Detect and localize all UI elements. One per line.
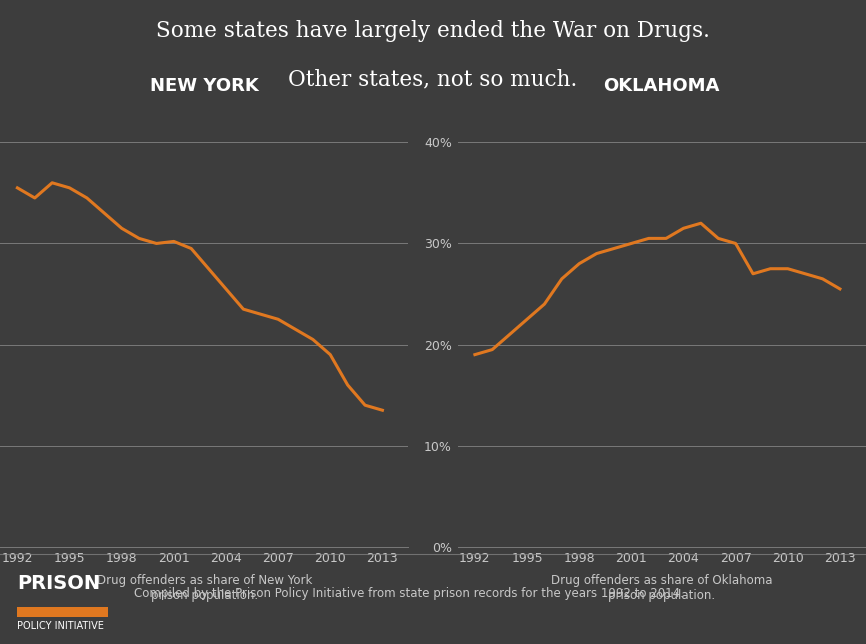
Text: PRISON: PRISON (17, 574, 100, 593)
Text: Other states, not so much.: Other states, not so much. (288, 68, 578, 91)
X-axis label: Drug offenders as share of New York
prison population.: Drug offenders as share of New York pris… (96, 574, 312, 601)
Text: Compiled by the Prison Policy Initiative from state prison records for the years: Compiled by the Prison Policy Initiative… (134, 587, 684, 600)
X-axis label: Drug offenders as share of Oklahoma
prison population.: Drug offenders as share of Oklahoma pris… (551, 574, 772, 601)
Text: POLICY INITIATIVE: POLICY INITIATIVE (17, 621, 104, 632)
Title: NEW YORK: NEW YORK (150, 77, 259, 95)
Bar (17, 607, 108, 617)
Title: OKLAHOMA: OKLAHOMA (604, 77, 720, 95)
Text: Some states have largely ended the War on Drugs.: Some states have largely ended the War o… (156, 19, 710, 42)
